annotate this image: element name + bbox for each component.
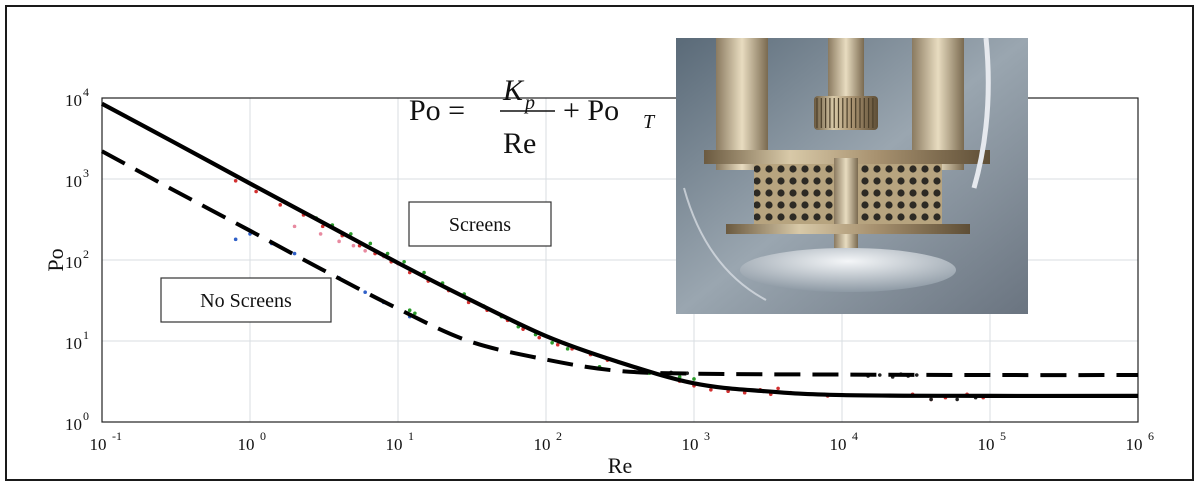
photo-fluid-cone [740,248,956,292]
annotation-screens-text: Screens [449,214,511,236]
x-tick-label: 10 [386,435,403,454]
annotation-no-screens-text: No Screens [200,290,292,312]
equation: Po = K p Re + Po T [409,74,656,160]
data-point [233,179,238,183]
data-point [363,290,367,295]
y-tick-label: 10 [65,334,82,353]
y-tick-exponent: 2 [83,247,89,261]
x-axis-label: Re [608,453,632,478]
apparatus-photo [676,37,1028,314]
data-point [555,342,560,347]
x-tick-exponent: 1 [408,429,414,443]
data-point [254,189,258,194]
x-tick-label: 10 [1126,435,1143,454]
annotation-no-screens: No Screens [160,277,332,323]
data-point [914,373,919,377]
photo-center-rod [834,158,858,248]
equation-lhs: Po = [409,94,465,127]
y-tick-label: 10 [65,172,82,191]
data-point [550,341,554,345]
data-point [565,347,570,351]
data-point [368,241,373,246]
y-tick-label: 10 [65,253,82,272]
x-tick-exponent: 6 [1148,429,1154,443]
data-point [413,311,417,316]
data-point [351,243,356,248]
data-point [402,260,406,264]
x-tick-label: 10 [90,435,107,454]
y-tick-exponent: 1 [83,328,89,342]
x-tick-exponent: 0 [260,429,266,443]
y-tick-label: 10 [65,91,82,110]
x-tick-exponent: 2 [556,429,562,443]
equation-numerator: K [502,74,525,107]
equation-numerator-subscript: p [523,92,535,114]
equation-plus-subscript: T [643,111,656,133]
annotation-no-screens-box [160,277,332,323]
annotation-screens-box [408,201,552,247]
data-point [318,232,323,236]
series-line-no-screens [101,149,1139,378]
x-tick-label: 10 [978,435,995,454]
series-line-screens [101,101,1139,399]
photo-glass-reflection [683,187,767,301]
data-point [320,224,325,229]
data-point [422,270,426,275]
data-point [685,371,690,376]
x-tick-exponent: 3 [704,429,710,443]
data-point [233,237,238,242]
photo-bottom-plate [726,224,970,234]
figure-frame: 10 -1 10 0 10 1 10 2 10 3 10 4 10 5 10 6 10 0 10 1 10 2 10 3 10 4… [5,5,1194,481]
y-tick-exponent: 4 [83,85,89,99]
x-tick-label: 10 [830,435,847,454]
x-tick-exponent: 5 [1000,429,1006,443]
x-tick-exponent: -1 [112,429,122,443]
data-point [407,308,412,313]
photo-cable [971,37,991,189]
data-point [278,203,283,207]
data-point [692,377,696,381]
photo-top-plate [704,150,990,164]
data-point [709,387,713,392]
annotation-screens: Screens [408,201,552,247]
data-point [929,397,933,402]
chart: 10 -1 10 0 10 1 10 2 10 3 10 4 10 5 10 610 010 110 210 310 4… [43,37,1154,478]
plot-area-border [101,97,1139,423]
tick-labels: 10 -1 10 0 10 1 10 2 10 3 10 4 10 5 10 610 010 110 210 310 4 [65,85,1154,454]
series-lines [101,101,1139,399]
data-point [955,397,959,402]
data-point [292,251,297,256]
y-tick-exponent: 0 [83,409,89,423]
equation-plus-term: + Po [563,94,619,127]
equation-denominator: Re [503,127,536,160]
photo-right-post [912,38,964,170]
data-point [877,373,882,377]
data-point [776,386,780,391]
y-axis-label: Po [43,248,68,271]
data-point [537,335,542,340]
data-point [363,248,367,253]
data-point [385,251,390,256]
x-tick-exponent: 4 [852,429,858,443]
photo-left-post [716,38,768,170]
x-tick-label: 10 [534,435,551,454]
data-point [292,224,297,229]
x-tick-label: 10 [682,435,699,454]
y-tick-exponent: 3 [83,166,89,180]
data-point [337,239,341,244]
y-tick-label: 10 [65,415,82,434]
x-tick-label: 10 [238,435,255,454]
